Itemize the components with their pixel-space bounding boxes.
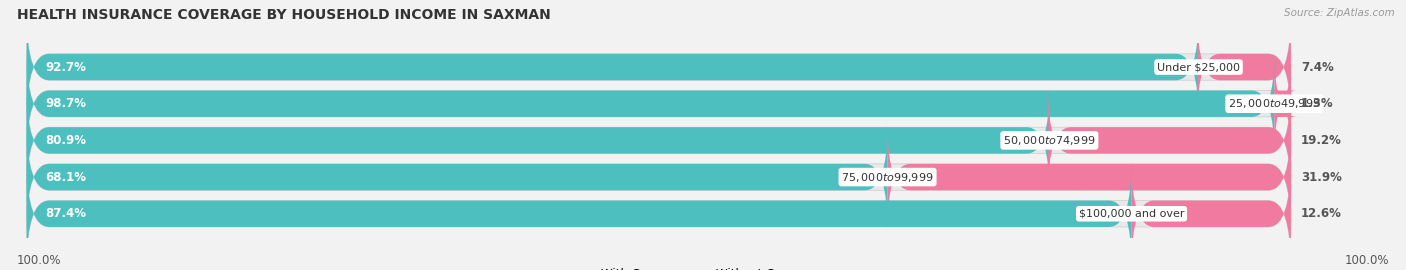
Text: 19.2%: 19.2%: [1301, 134, 1341, 147]
Text: HEALTH INSURANCE COVERAGE BY HOUSEHOLD INCOME IN SAXMAN: HEALTH INSURANCE COVERAGE BY HOUSEHOLD I…: [17, 8, 551, 22]
FancyBboxPatch shape: [27, 87, 1049, 193]
Text: 7.4%: 7.4%: [1301, 60, 1334, 73]
Text: 92.7%: 92.7%: [45, 60, 87, 73]
Legend: With Coverage, Without Coverage: With Coverage, Without Coverage: [579, 264, 827, 270]
FancyBboxPatch shape: [27, 124, 1291, 230]
FancyBboxPatch shape: [27, 124, 887, 230]
FancyBboxPatch shape: [27, 161, 1132, 266]
FancyBboxPatch shape: [887, 124, 1291, 230]
Text: 12.6%: 12.6%: [1301, 207, 1341, 220]
FancyBboxPatch shape: [27, 51, 1274, 157]
Text: 68.1%: 68.1%: [45, 171, 87, 184]
Text: 87.4%: 87.4%: [45, 207, 87, 220]
Text: 98.7%: 98.7%: [45, 97, 87, 110]
Text: 1.3%: 1.3%: [1301, 97, 1333, 110]
Text: $100,000 and over: $100,000 and over: [1078, 209, 1184, 219]
Text: $50,000 to $74,999: $50,000 to $74,999: [1002, 134, 1095, 147]
FancyBboxPatch shape: [27, 87, 1291, 193]
Text: Under $25,000: Under $25,000: [1157, 62, 1240, 72]
Text: $75,000 to $99,999: $75,000 to $99,999: [841, 171, 934, 184]
FancyBboxPatch shape: [1268, 51, 1298, 157]
Text: 100.0%: 100.0%: [1344, 254, 1389, 267]
Text: Source: ZipAtlas.com: Source: ZipAtlas.com: [1284, 8, 1395, 18]
Text: 31.9%: 31.9%: [1301, 171, 1341, 184]
FancyBboxPatch shape: [1198, 14, 1291, 120]
Text: $25,000 to $49,999: $25,000 to $49,999: [1227, 97, 1320, 110]
FancyBboxPatch shape: [1132, 161, 1291, 266]
FancyBboxPatch shape: [27, 161, 1291, 266]
Text: 100.0%: 100.0%: [17, 254, 62, 267]
FancyBboxPatch shape: [27, 14, 1291, 120]
FancyBboxPatch shape: [27, 14, 1198, 120]
Text: 80.9%: 80.9%: [45, 134, 87, 147]
FancyBboxPatch shape: [1047, 87, 1291, 193]
FancyBboxPatch shape: [27, 51, 1291, 157]
